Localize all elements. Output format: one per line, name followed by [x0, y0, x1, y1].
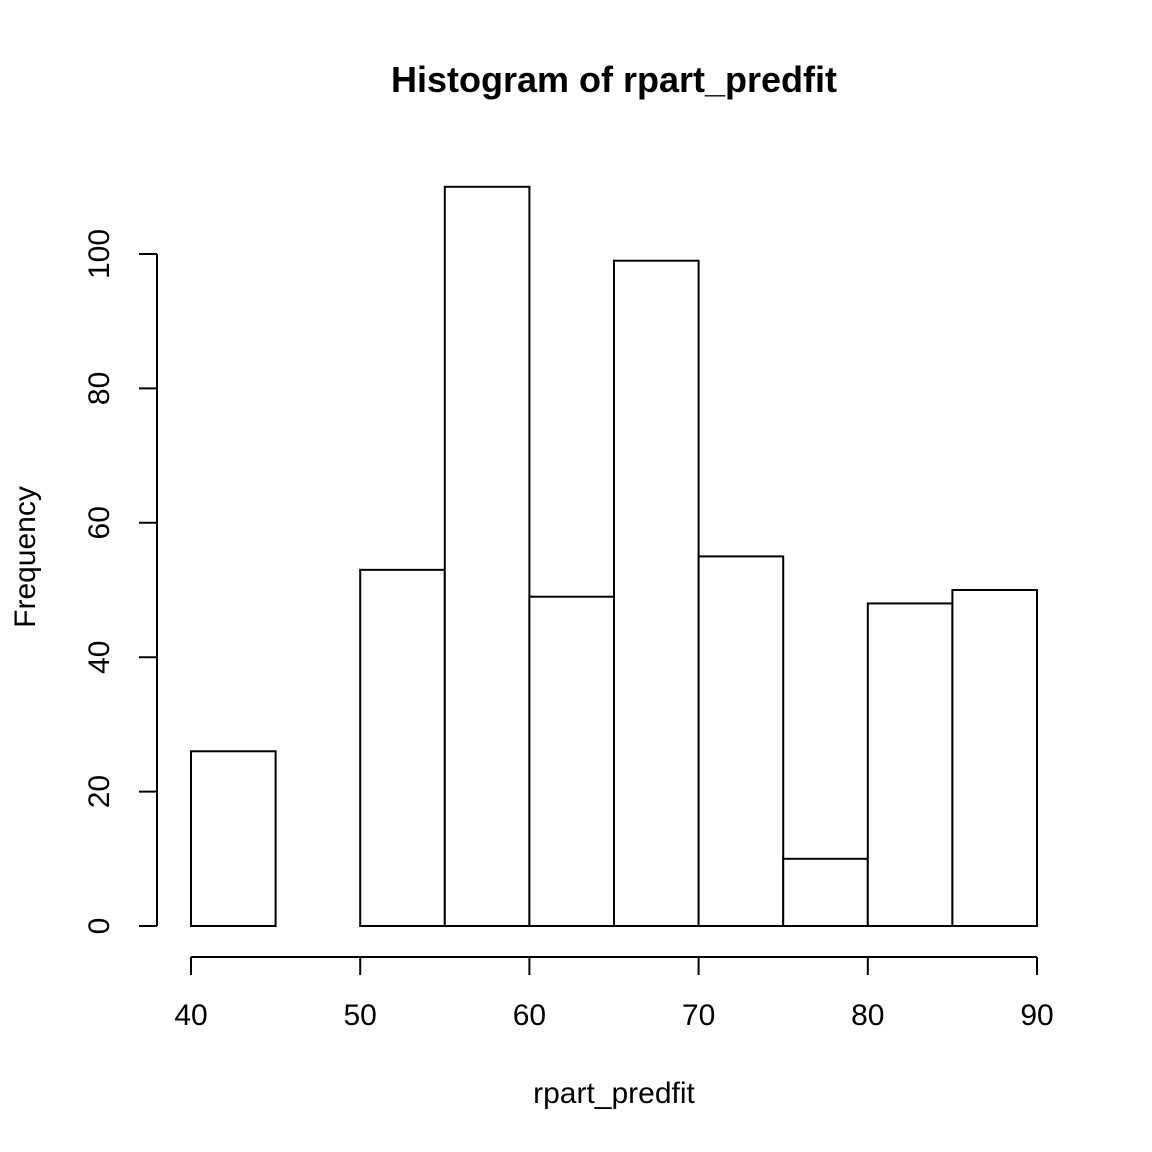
- chart-title: Histogram of rpart_predfit: [391, 59, 837, 100]
- histogram-bar-6: [697, 555, 785, 928]
- y-tick-label-60: 60: [83, 506, 116, 539]
- x-axis-label: rpart_predfit: [533, 1077, 695, 1110]
- bars-group: [190, 185, 1039, 928]
- histogram-bar-5: [613, 259, 700, 928]
- x-tick-label-50: 50: [344, 999, 377, 1032]
- x-tick-label-40: 40: [174, 999, 207, 1032]
- y-axis-label: Frequency: [9, 486, 42, 628]
- histogram-bar-4: [528, 595, 616, 927]
- histogram-bar-7: [782, 857, 869, 927]
- x-tick-label-90: 90: [1020, 999, 1053, 1032]
- x-tick-label-60: 60: [513, 999, 546, 1032]
- x-tick-label-70: 70: [682, 999, 715, 1032]
- y-tick-label-80: 80: [83, 372, 116, 405]
- y-tick-label-20: 20: [83, 775, 116, 808]
- y-tick-label-100: 100: [83, 229, 116, 279]
- histogram-bar-8: [866, 602, 954, 927]
- histogram-bar-9: [951, 589, 1039, 927]
- y-tick-label-40: 40: [83, 641, 116, 674]
- x-tick-label-80: 80: [851, 999, 884, 1032]
- y-tick-label-0: 0: [83, 918, 116, 935]
- x-axis: 40 50 60 70 80 90: [174, 956, 1054, 1032]
- histogram-bar-0: [190, 750, 277, 928]
- histogram-bar-2: [359, 568, 446, 928]
- histogram-bar-3: [443, 185, 531, 928]
- y-axis: 0 20 40 60 80 100: [83, 229, 158, 935]
